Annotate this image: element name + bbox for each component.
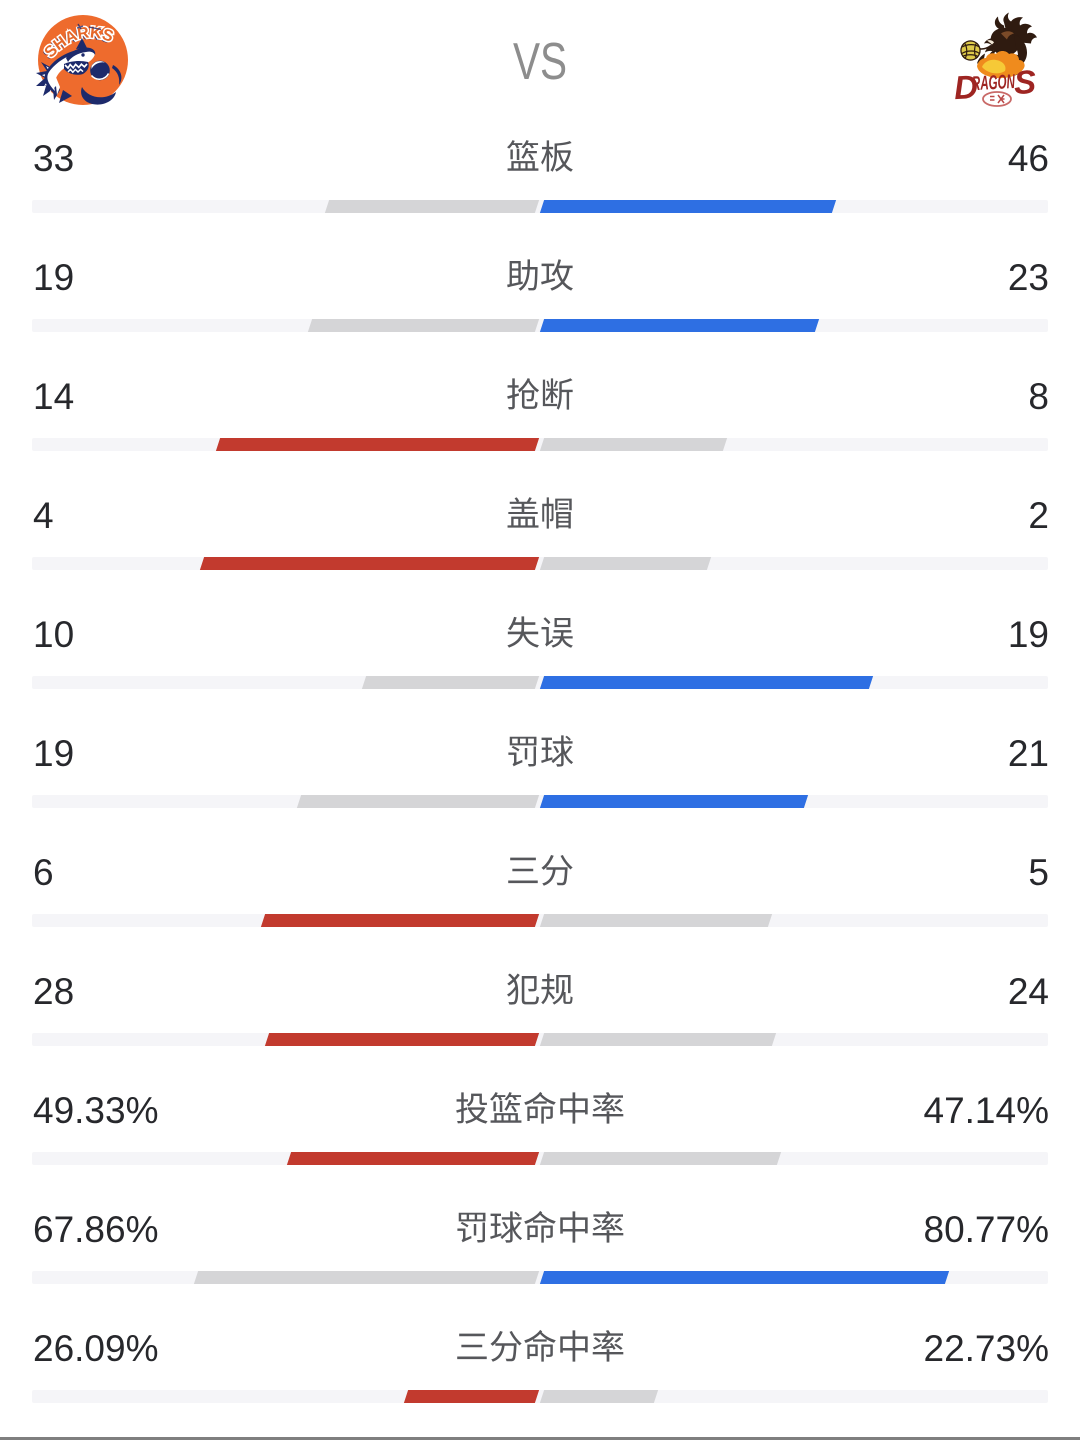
svg-text:RAGON: RAGON (971, 71, 1015, 95)
svg-text:S: S (1013, 63, 1037, 101)
svg-text:D: D (953, 68, 979, 106)
